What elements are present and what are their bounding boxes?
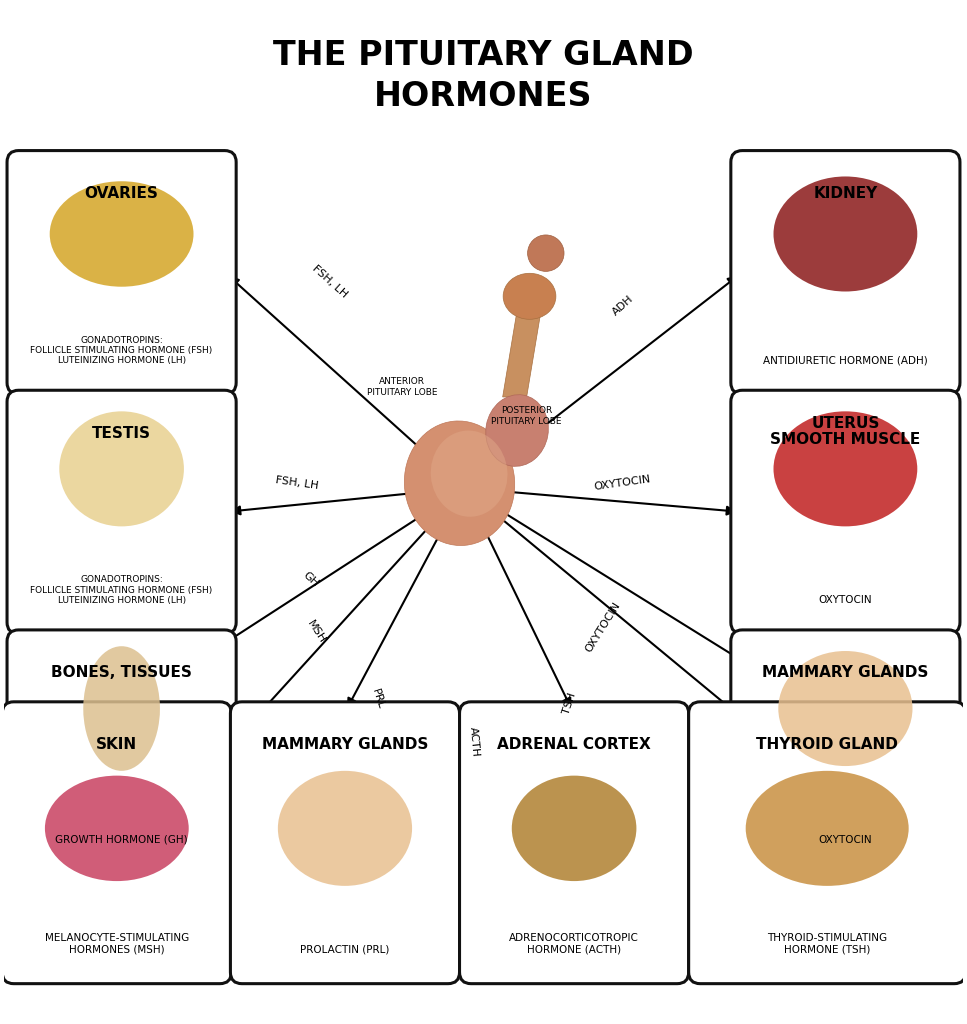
Text: UTERUS
SMOOTH MUSCLE: UTERUS SMOOTH MUSCLE: [771, 416, 921, 447]
Text: OXYTOCIN: OXYTOCIN: [819, 835, 872, 845]
Text: THYROID GLAND: THYROID GLAND: [756, 737, 898, 753]
FancyBboxPatch shape: [731, 630, 960, 873]
Text: FSH, LH: FSH, LH: [310, 264, 349, 300]
FancyBboxPatch shape: [731, 390, 960, 634]
Ellipse shape: [59, 412, 184, 526]
FancyBboxPatch shape: [689, 701, 966, 984]
Text: ANTIDIURETIC HORMONE (ADH): ANTIDIURETIC HORMONE (ADH): [763, 355, 927, 366]
Text: GONADOTROPINS:
FOLLICLE STIMULATING HORMONE (FSH)
LUTEINIZING HORMONE (LH): GONADOTROPINS: FOLLICLE STIMULATING HORM…: [31, 575, 213, 605]
Ellipse shape: [778, 651, 913, 766]
Ellipse shape: [512, 775, 636, 881]
Text: ADRENOCORTICOTROPIC
HORMONE (ACTH): ADRENOCORTICOTROPIC HORMONE (ACTH): [510, 933, 639, 955]
Text: OXYTOCIN: OXYTOCIN: [819, 595, 872, 605]
Ellipse shape: [774, 412, 918, 526]
Text: OVARIES: OVARIES: [85, 186, 159, 201]
Text: PRL: PRL: [370, 687, 386, 711]
Ellipse shape: [774, 176, 918, 292]
FancyBboxPatch shape: [2, 701, 231, 984]
Ellipse shape: [528, 234, 564, 271]
Ellipse shape: [485, 394, 548, 466]
Ellipse shape: [44, 775, 189, 881]
Text: GH: GH: [302, 569, 321, 589]
Text: KIDNEY: KIDNEY: [813, 186, 877, 201]
PathPatch shape: [503, 310, 541, 397]
Text: MSH: MSH: [305, 618, 327, 645]
Ellipse shape: [503, 273, 556, 319]
Text: OXYTOCIN: OXYTOCIN: [594, 474, 652, 493]
Text: OXYTOCIN: OXYTOCIN: [584, 600, 623, 654]
Text: PROLACTIN (PRL): PROLACTIN (PRL): [301, 945, 390, 955]
Text: TSH: TSH: [562, 691, 578, 716]
Text: MAMMARY GLANDS: MAMMARY GLANDS: [262, 737, 428, 753]
Ellipse shape: [49, 181, 193, 287]
Text: GROWTH HORMONE (GH): GROWTH HORMONE (GH): [55, 835, 188, 845]
FancyBboxPatch shape: [731, 151, 960, 394]
FancyBboxPatch shape: [7, 390, 236, 634]
Text: ANTERIOR
PITUITARY LOBE: ANTERIOR PITUITARY LOBE: [366, 377, 437, 397]
FancyBboxPatch shape: [459, 701, 689, 984]
Text: ADRENAL CORTEX: ADRENAL CORTEX: [497, 737, 651, 753]
FancyBboxPatch shape: [7, 151, 236, 394]
Text: MELANOCYTE-STIMULATING
HORMONES (MSH): MELANOCYTE-STIMULATING HORMONES (MSH): [44, 933, 189, 955]
Text: SKIN: SKIN: [97, 737, 137, 753]
Text: ACTH: ACTH: [468, 727, 481, 758]
Text: FSH, LH: FSH, LH: [275, 475, 319, 492]
Ellipse shape: [746, 771, 909, 886]
Text: THYROID-STIMULATING
HORMONE (TSH): THYROID-STIMULATING HORMONE (TSH): [767, 933, 888, 955]
Ellipse shape: [404, 421, 514, 546]
Text: THE PITUITARY GLAND
HORMONES: THE PITUITARY GLAND HORMONES: [274, 39, 693, 113]
Ellipse shape: [430, 430, 508, 517]
FancyBboxPatch shape: [230, 701, 459, 984]
Text: MAMMARY GLANDS: MAMMARY GLANDS: [762, 666, 928, 680]
Text: BONES, TISSUES: BONES, TISSUES: [51, 666, 192, 680]
Text: TESTIS: TESTIS: [92, 426, 151, 440]
Ellipse shape: [83, 646, 160, 771]
FancyBboxPatch shape: [7, 630, 236, 873]
Text: GONADOTROPINS:
FOLLICLE STIMULATING HORMONE (FSH)
LUTEINIZING HORMONE (LH): GONADOTROPINS: FOLLICLE STIMULATING HORM…: [31, 336, 213, 366]
Text: ADH: ADH: [610, 294, 635, 317]
Text: POSTERIOR
PITUITARY LOBE: POSTERIOR PITUITARY LOBE: [491, 407, 562, 426]
Ellipse shape: [278, 771, 412, 886]
